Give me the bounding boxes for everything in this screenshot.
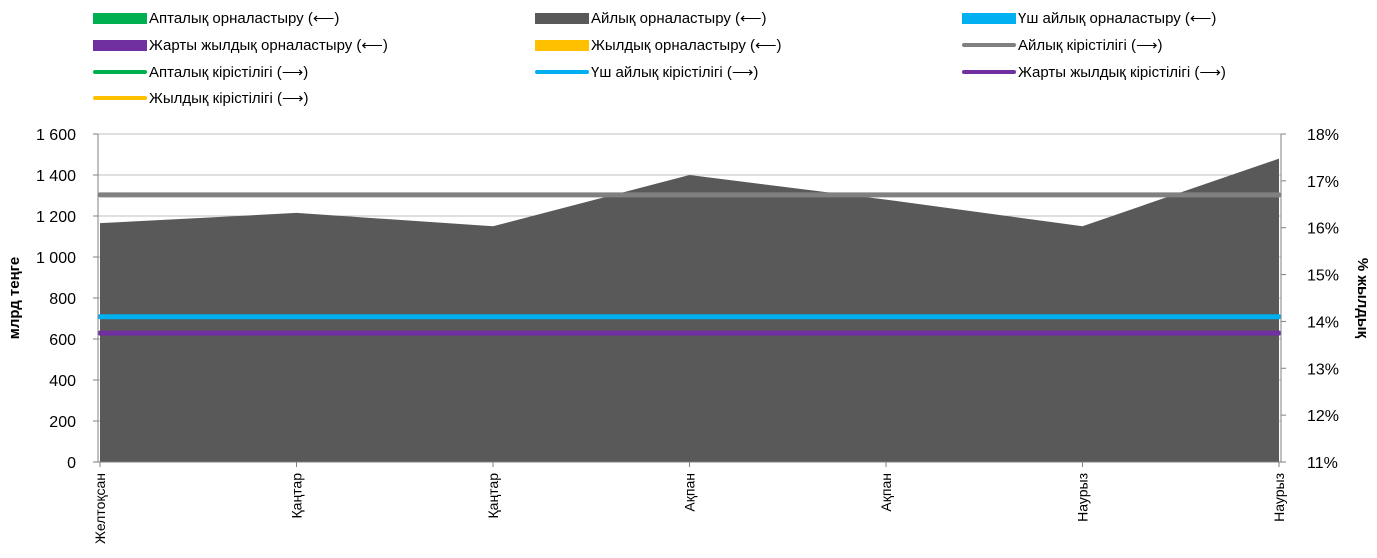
legend-item: Жылдық орналастыру (⟵) <box>535 36 782 54</box>
legend-item: Жарты жылдық кірістілігі (⟶) <box>962 63 1226 81</box>
legend-item: Айлық орналастыру (⟵) <box>535 9 767 27</box>
legend-swatch <box>535 12 589 24</box>
right-tick-label: 14% <box>1307 314 1339 331</box>
legend-item: Үш айлық орналастыру (⟵) <box>962 9 1216 27</box>
right-tick-label: 16% <box>1307 221 1339 238</box>
x-tick-label: Қаңтар <box>289 473 305 519</box>
legend-label: Үш айлық орналастыру (⟵) <box>1018 10 1217 27</box>
legend-label: Апталық орналастыру (⟵) <box>149 10 340 27</box>
x-tick-label: Наурыз <box>1271 473 1287 522</box>
right-tick-label: 12% <box>1307 408 1339 425</box>
legend-item: Айлық кірістілігі (⟶) <box>962 36 1162 54</box>
x-tick-label: Қаңтар <box>485 473 501 519</box>
legend-swatch <box>962 70 1016 74</box>
legend-swatch <box>962 12 1016 24</box>
legend-label: Үш айлық кірістілігі (⟶) <box>591 64 759 81</box>
right-axis-title: % жылдық <box>1354 258 1371 339</box>
legend-swatch <box>93 12 147 24</box>
left-tick-label: 0 <box>67 455 76 472</box>
legend-item: Апталық орналастыру (⟵) <box>93 9 339 27</box>
left-tick-label: 200 <box>49 414 76 431</box>
legend-swatch <box>93 39 147 51</box>
legend-label: Жылдық орналастыру (⟵) <box>591 37 782 54</box>
legend-label: Жарты жылдық орналастыру (⟵) <box>149 37 388 54</box>
legend-item: Жарты жылдық орналастыру (⟵) <box>93 36 388 54</box>
legend-swatch <box>93 96 147 100</box>
right-tick-label: 15% <box>1307 268 1339 285</box>
legend-item: Үш айлық кірістілігі (⟶) <box>535 63 758 81</box>
left-tick-label: 1 400 <box>36 168 76 185</box>
legend-swatch <box>535 70 589 74</box>
left-tick-label: 1 200 <box>36 209 76 226</box>
left-tick-label: 600 <box>49 332 76 349</box>
x-tick-label: Наурыз <box>1075 473 1091 522</box>
right-tick-label: 11% <box>1307 455 1338 472</box>
left-tick-label: 800 <box>49 291 76 308</box>
x-tick-label: Ақпан <box>682 473 698 512</box>
left-tick-label: 1 000 <box>36 250 76 267</box>
area-series <box>100 158 1279 462</box>
right-tick-label: 17% <box>1307 174 1339 191</box>
left-axis-title: млрд теңге <box>6 257 23 339</box>
left-tick-label: 1 600 <box>36 127 76 144</box>
legend-swatch <box>962 43 1016 47</box>
legend-swatch <box>93 70 147 74</box>
x-tick-label: Желтоқсан <box>92 473 108 544</box>
legend-item: Жылдық кірістілігі (⟶) <box>93 89 308 107</box>
x-tick-label: Ақпан <box>878 473 894 512</box>
chart-legend: Апталық орналастыру (⟵) Айлық орналастыру… <box>0 0 1377 120</box>
legend-label: Айлық кірістілігі (⟶) <box>1018 37 1163 54</box>
left-tick-label: 400 <box>49 373 76 390</box>
legend-label: Айлық орналастыру (⟵) <box>591 10 767 27</box>
legend-label: Жарты жылдық кірістілігі (⟶) <box>1018 64 1226 81</box>
legend-label: Жылдық кірістілігі (⟶) <box>149 90 309 107</box>
right-tick-label: 13% <box>1307 361 1339 378</box>
right-tick-label: 18% <box>1307 127 1339 144</box>
legend-label: Апталық кірістілігі (⟶) <box>149 64 309 81</box>
legend-swatch <box>535 39 589 51</box>
legend-item: Апталық кірістілігі (⟶) <box>93 63 308 81</box>
